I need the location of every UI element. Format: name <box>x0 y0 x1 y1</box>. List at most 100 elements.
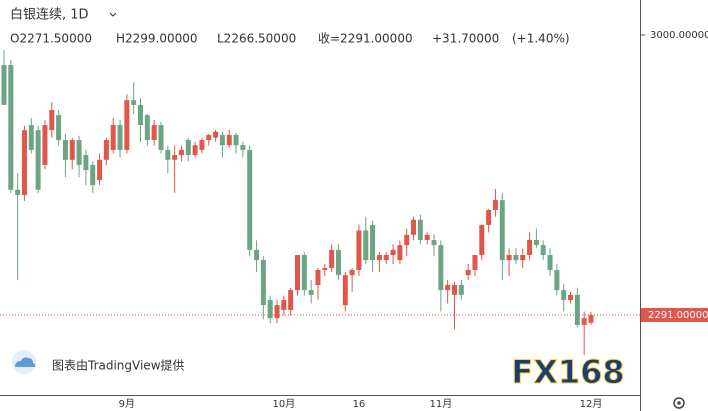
legend-header: 白银连续, 1D O2271.50000 H2299.00000 L2266.5… <box>10 7 570 46</box>
candle-body <box>349 269 355 276</box>
attribution-text[interactable]: 图表由TradingView提供 <box>52 358 185 373</box>
high-value: H2299.00000 <box>116 32 198 46</box>
candle-body <box>124 100 130 150</box>
candle-body <box>97 159 103 180</box>
candle-body <box>308 290 314 295</box>
settings-icon[interactable] <box>673 397 685 409</box>
close-value: 收=2291.00000 <box>318 32 413 46</box>
candle-body <box>199 140 205 150</box>
candle-body <box>240 145 246 150</box>
candle-body <box>110 125 116 150</box>
change-percent: (+1.40%) <box>512 32 570 46</box>
candle-body <box>533 239 539 246</box>
x-tick-label: 9月 <box>119 398 135 410</box>
candle-body <box>281 300 287 310</box>
candle-body <box>465 269 471 276</box>
candle-body <box>15 189 21 195</box>
plot <box>1 50 594 355</box>
last-price-label: 2291.00000 <box>648 310 708 321</box>
low-value: L2266.50000 <box>217 32 296 46</box>
candle-body <box>424 234 430 240</box>
candle-body <box>451 285 457 295</box>
candle-body <box>513 254 519 261</box>
candle-body <box>185 140 191 156</box>
gear[interactable] <box>673 397 685 409</box>
candle-body <box>506 254 512 261</box>
candle-body <box>411 219 417 235</box>
symbol-title[interactable]: 白银连续, 1D <box>10 7 89 23</box>
change-value: +31.70000 <box>432 32 499 46</box>
candle-body <box>226 134 232 146</box>
candle-body <box>103 140 109 160</box>
x-tick-label: 16 <box>353 399 366 410</box>
candle-body <box>178 149 184 156</box>
candle-body <box>383 254 389 261</box>
candle-body <box>431 239 437 246</box>
candle-body <box>342 275 348 306</box>
candle-body <box>445 285 451 291</box>
candle-body <box>404 234 410 246</box>
candle-body <box>540 245 546 255</box>
candle-body <box>144 115 150 141</box>
candle-body <box>527 239 533 255</box>
candle-body <box>254 249 260 261</box>
candle-body <box>520 254 526 261</box>
candle-body <box>192 145 198 156</box>
candle-body <box>479 224 485 255</box>
candle-body <box>151 125 157 141</box>
candle-body <box>21 130 27 195</box>
candle-body <box>267 300 273 319</box>
candle-body <box>574 294 580 325</box>
candle-body <box>165 149 171 160</box>
candle-body <box>561 290 567 301</box>
open-value: O2271.50000 <box>10 32 92 46</box>
candle-body <box>42 125 48 165</box>
candle-body <box>131 100 137 105</box>
y-tick-label: 3000.00000 <box>650 30 708 41</box>
candle-body <box>69 140 75 160</box>
candle-body <box>492 200 498 210</box>
candle-body <box>172 155 178 160</box>
candle-body <box>376 254 382 261</box>
candle-body <box>49 110 55 131</box>
gear-center <box>677 401 681 405</box>
candle-body <box>90 164 96 186</box>
cloud-icon <box>15 357 36 367</box>
tradingview-attribution: 图表由TradingView提供 <box>12 350 185 374</box>
candle-body <box>28 125 34 150</box>
candle-body <box>219 134 225 146</box>
candle-body <box>247 149 253 250</box>
candle-body <box>158 125 164 150</box>
candle-body <box>206 134 212 141</box>
candle-body <box>486 209 492 225</box>
candle-body <box>35 130 41 190</box>
x-tick-label: 10月 <box>272 398 295 410</box>
candle-body <box>581 318 587 325</box>
candle-body <box>56 115 62 141</box>
candle-body <box>315 269 321 286</box>
candle-body <box>397 245 403 261</box>
candle-body <box>8 65 14 190</box>
candle-body <box>295 254 300 291</box>
candle-body <box>62 140 68 160</box>
candle-body <box>547 254 553 270</box>
chevron <box>109 12 117 17</box>
x-tick-label: 11月 <box>429 398 452 410</box>
candle-body <box>288 290 294 310</box>
candle-body <box>458 285 464 295</box>
candle-body <box>438 245 444 291</box>
candle-body <box>233 134 239 146</box>
candle-body <box>117 125 123 150</box>
candle-body <box>274 305 280 319</box>
candle-body <box>363 230 369 261</box>
candle-body <box>499 200 505 261</box>
candle-body <box>554 269 560 291</box>
logo: FX168 <box>511 353 624 391</box>
candle-body <box>568 294 574 301</box>
candle-body <box>301 254 307 291</box>
candle-body <box>472 254 478 270</box>
candle-body <box>417 219 423 240</box>
x-tick-label: 12月 <box>580 398 603 410</box>
